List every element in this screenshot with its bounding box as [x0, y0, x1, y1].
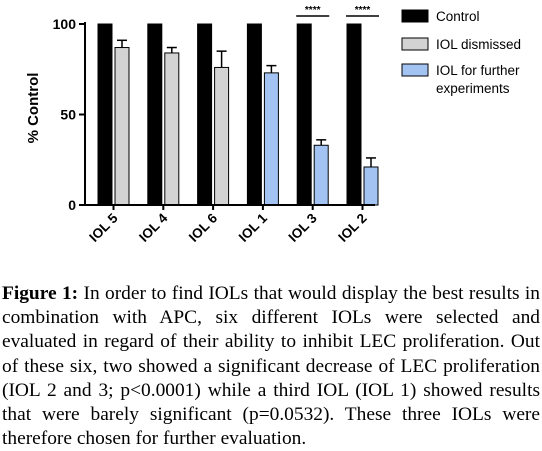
- bar: [197, 23, 213, 206]
- significance-layer: **** ****: [296, 5, 379, 17]
- x-tick-label: IOL 4: [136, 210, 171, 245]
- legend-label-control: Control: [436, 9, 480, 24]
- bar: [164, 52, 180, 206]
- legend: Control IOL dismissed IOL for further ex…: [401, 9, 521, 96]
- figure-caption: Figure 1: In order to find IOLs that wou…: [2, 282, 540, 451]
- bars-layer: [97, 23, 379, 206]
- x-tick-label: IOL 6: [186, 210, 221, 245]
- bar: [214, 66, 230, 206]
- bar: [246, 23, 262, 206]
- legend-swatch-iol-dismissed: [401, 37, 429, 51]
- legend-label-iol-dismissed: IOL dismissed: [436, 37, 521, 52]
- significance-label: ****: [355, 5, 371, 16]
- error-bars-layer: [117, 39, 376, 167]
- bar: [346, 23, 362, 206]
- x-tick-label: IOL 2: [335, 211, 369, 245]
- caption-text: In order to find IOLs that would display…: [2, 283, 540, 450]
- y-tick-label: 0: [68, 197, 76, 213]
- legend-label-iol-further-line1: IOL for further: [436, 63, 520, 78]
- bar: [363, 166, 379, 206]
- x-tick-label: IOL 1: [236, 210, 271, 245]
- legend-swatch-iol-further: [401, 63, 429, 77]
- x-tick-label: IOL 5: [86, 210, 121, 245]
- y-tick-label: 100: [53, 16, 77, 32]
- y-axis-label: % Control: [25, 73, 42, 144]
- bar: [97, 23, 113, 206]
- y-tick-label: 50: [60, 107, 76, 123]
- caption-label: Figure 1:: [2, 283, 79, 304]
- x-tick-label: IOL 3: [286, 210, 321, 245]
- bar: [313, 144, 329, 206]
- significance-label: ****: [305, 5, 321, 16]
- bar: [114, 47, 130, 206]
- legend-label-iol-further-line2: experiments: [436, 81, 510, 96]
- bar-chart: 0 50 100 IOL 5 IOL 4 IOL 6 IOL 1 IOL 3 IOL 2 ***…: [25, 5, 521, 245]
- bar: [263, 72, 279, 206]
- bar: [147, 23, 163, 206]
- legend-swatch-control: [401, 9, 429, 23]
- bar: [296, 23, 312, 206]
